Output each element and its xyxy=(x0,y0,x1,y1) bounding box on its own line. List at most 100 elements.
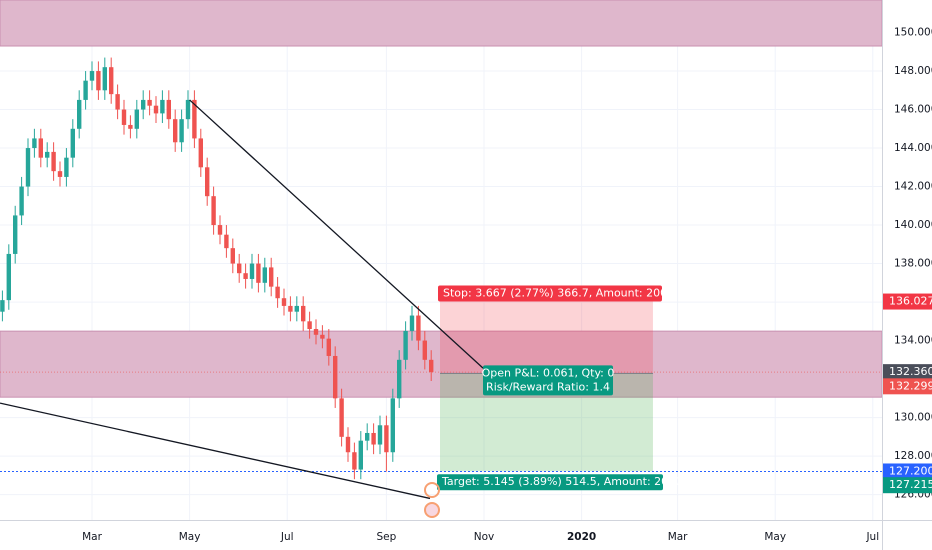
price-label: 127.200 xyxy=(889,464,932,477)
candle-body xyxy=(141,99,146,110)
pnl-label: Open P&L: 0.061, Qty: 0 xyxy=(482,366,615,379)
candle-body xyxy=(358,440,363,470)
candle-body xyxy=(217,225,223,235)
candle-body xyxy=(6,253,11,301)
candle-body xyxy=(45,151,50,158)
price-label: 127.215 xyxy=(889,478,932,491)
candle-body xyxy=(281,298,287,306)
candle-body xyxy=(352,452,357,470)
candle-body xyxy=(237,263,242,274)
candle-body xyxy=(57,171,63,177)
zone xyxy=(0,0,883,47)
candle-body xyxy=(147,99,152,106)
label-box xyxy=(437,474,663,491)
candle-body xyxy=(403,330,408,360)
x-tick-label: May xyxy=(764,531,786,543)
candle-body xyxy=(211,196,216,226)
candle-body xyxy=(121,109,127,125)
price-label-box xyxy=(883,378,932,395)
candle-body xyxy=(422,340,427,360)
candle-body xyxy=(192,99,197,139)
price-label: 132.360 xyxy=(889,365,932,378)
candle-body xyxy=(179,119,184,143)
y-tick-label: 134.000 xyxy=(894,335,932,347)
candles xyxy=(0,57,434,480)
candle-body xyxy=(205,167,210,197)
candle-body xyxy=(83,80,88,100)
candle-body xyxy=(416,315,421,341)
candle-body xyxy=(224,234,229,249)
candle-body xyxy=(243,273,248,279)
candle-body xyxy=(333,355,338,399)
y-tick-label: 148.000 xyxy=(894,65,932,77)
candle-body xyxy=(51,151,56,172)
candle-body xyxy=(384,425,389,453)
candle-body xyxy=(249,263,255,279)
zone xyxy=(0,330,883,398)
price-label-box xyxy=(883,293,932,310)
y-tick-label: 150.000 xyxy=(894,27,932,39)
candle-body xyxy=(307,321,312,330)
price-label: 136.027 xyxy=(889,295,932,308)
zones xyxy=(0,0,883,398)
candle-body xyxy=(313,329,319,335)
target-label: Target: 5.145 (3.89%) 514.5, Amount: 200… xyxy=(441,475,682,488)
y-tick-label: 128.000 xyxy=(894,450,932,462)
candle-body xyxy=(166,99,171,120)
candle-body xyxy=(326,338,331,356)
x-tick-label: Mar xyxy=(668,531,688,543)
candle-body xyxy=(64,157,69,177)
x-tick-label: Jul xyxy=(865,531,879,543)
candle-body xyxy=(320,334,325,339)
label-box xyxy=(438,285,662,302)
candle-body xyxy=(70,128,75,158)
event-icon[interactable] xyxy=(424,482,440,498)
candle-body xyxy=(409,315,415,331)
candle-body xyxy=(89,71,95,81)
candle-body xyxy=(32,138,37,149)
candle-body xyxy=(365,432,370,441)
candle-body xyxy=(109,67,114,95)
candle-body xyxy=(371,432,376,445)
candle-body xyxy=(301,305,306,322)
price-label: 132.299 xyxy=(889,379,932,392)
price-label-box xyxy=(883,463,932,480)
candle-body xyxy=(25,148,31,187)
candle-body xyxy=(262,267,267,283)
event-icon[interactable] xyxy=(424,502,440,518)
candle-body xyxy=(429,359,434,373)
candle-body xyxy=(38,138,43,158)
candle-body xyxy=(19,186,24,216)
candle-body xyxy=(0,300,5,312)
candle-body xyxy=(134,109,139,129)
candle-body xyxy=(77,99,82,129)
candle-body xyxy=(390,398,395,453)
candle-body xyxy=(102,67,107,91)
candle-body xyxy=(294,305,299,312)
candle-body xyxy=(198,138,203,168)
candle-body xyxy=(128,124,133,129)
candle-body xyxy=(256,263,261,283)
y-tick-label: 142.000 xyxy=(894,181,932,193)
y-tick-label: 138.000 xyxy=(894,258,932,270)
price-label-box xyxy=(883,364,932,381)
x-tick-label: Nov xyxy=(474,531,495,543)
candle-body xyxy=(275,286,280,299)
price-label-box xyxy=(883,477,932,494)
stop-area xyxy=(440,301,653,374)
candle-body xyxy=(288,305,293,312)
candle-body xyxy=(115,94,120,110)
axes: 150.000 148.000 146.000 144.000 142.000 140.0… xyxy=(82,27,932,543)
y-tick-label: 140.000 xyxy=(894,219,932,231)
y-tick-label: 144.000 xyxy=(894,142,932,154)
x-tick-label: Jul xyxy=(280,531,294,543)
candle-body xyxy=(153,105,159,114)
trendline xyxy=(0,402,431,500)
trendlines xyxy=(0,99,484,500)
label-box xyxy=(483,365,613,396)
candle-body xyxy=(230,248,235,264)
y-tick-label: 130.000 xyxy=(894,412,932,424)
x-tick-label: Sep xyxy=(377,531,397,543)
